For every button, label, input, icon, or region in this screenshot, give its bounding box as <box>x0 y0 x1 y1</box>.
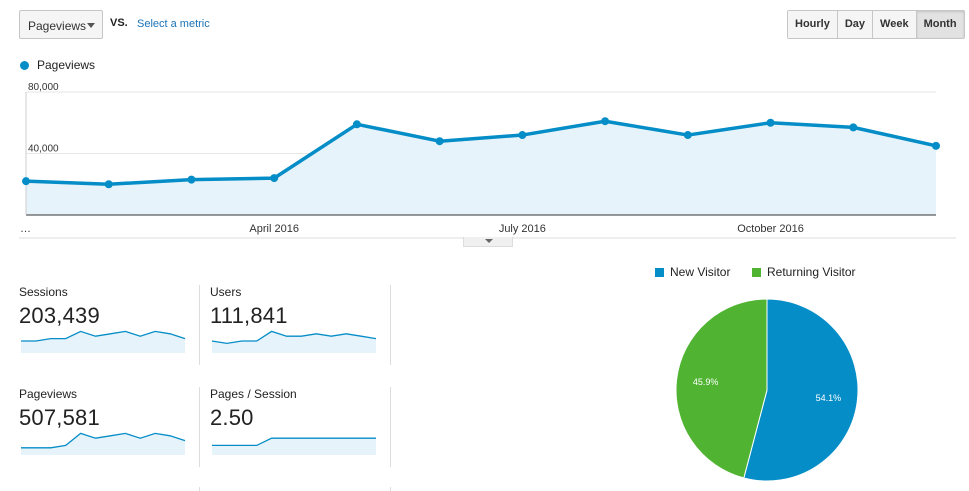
pageviews-line-chart: 80,000 40,000 … April 2016 July 2016 October … <box>19 82 956 239</box>
data-point[interactable] <box>683 131 692 140</box>
sparkline-line <box>21 330 186 342</box>
stat-pageviews: Pageviews 507,581 <box>19 387 194 457</box>
legend-dot-icon <box>20 61 29 70</box>
stat-value: 507,581 <box>19 405 100 430</box>
pie-slice[interactable] <box>743 298 859 482</box>
data-point[interactable] <box>518 131 527 140</box>
stat-name: Sessions <box>19 285 68 299</box>
primary-metric-label: Pageviews <box>28 19 87 33</box>
pageviews-sparkline <box>21 432 186 455</box>
data-point[interactable] <box>270 174 279 183</box>
stat-divider <box>199 487 200 491</box>
stat-divider <box>199 387 200 467</box>
sparkline-line <box>211 330 377 345</box>
x-tick-label: … <box>20 223 31 235</box>
data-point[interactable] <box>849 123 858 132</box>
x-tick-label: April 2016 <box>249 223 299 235</box>
period-hourly-button[interactable]: Hourly <box>788 11 838 38</box>
stat-value: 2.50 <box>210 405 254 430</box>
area-fill <box>26 121 936 215</box>
chart-legend: Pageviews <box>20 58 95 72</box>
data-point[interactable] <box>22 177 30 186</box>
x-tick-label: October 2016 <box>737 223 804 235</box>
stat-value: 203,439 <box>19 303 100 328</box>
legend-swatch-icon <box>752 268 761 277</box>
stat-divider <box>199 285 200 365</box>
legend-swatch-icon <box>655 268 664 277</box>
stat-users: Users 111,841 <box>210 285 385 355</box>
x-tick-label: July 2016 <box>499 223 546 235</box>
collapse-chart-toggle[interactable] <box>463 237 513 247</box>
y-tick-label: 80,000 <box>28 82 59 93</box>
legend-label: Returning Visitor <box>767 265 856 279</box>
sessions-sparkline <box>21 330 186 353</box>
legend-label: Pageviews <box>37 58 96 72</box>
pie-slice[interactable] <box>675 298 768 479</box>
data-point[interactable] <box>187 175 196 184</box>
pages-per-session-sparkline <box>212 437 376 455</box>
data-point[interactable] <box>352 120 361 129</box>
data-point[interactable] <box>435 137 444 146</box>
stat-name: Users <box>210 285 242 299</box>
stat-pages-per-session: Pages / Session 2.50 <box>210 387 385 457</box>
sparkline-area <box>21 433 185 455</box>
users-sparkline <box>211 330 377 353</box>
chevron-down-icon <box>87 23 95 28</box>
stat-sessions: Sessions 203,439 <box>19 285 194 355</box>
stat-name: Pageviews <box>19 387 78 401</box>
select-metric-link[interactable]: Select a metric <box>137 18 210 30</box>
series-line <box>25 119 937 186</box>
pie-slice-label: 54.1% <box>816 393 842 403</box>
stat-divider <box>390 387 391 467</box>
data-point[interactable] <box>766 118 775 127</box>
sparkline-area <box>212 438 376 455</box>
sparkline-area <box>21 331 185 353</box>
period-day-button[interactable]: Day <box>837 11 874 38</box>
sparkline-area <box>212 331 376 353</box>
pie-slice-label: 45.9% <box>693 377 719 387</box>
sparkline-line <box>212 437 376 447</box>
legend-label: New Visitor <box>670 265 731 279</box>
stat-value: 111,841 <box>210 303 288 328</box>
data-point[interactable] <box>932 141 940 150</box>
period-toggle-group: Hourly Day Week Month <box>787 10 965 39</box>
visitor-type-pie-chart: 54.1% 45.9% <box>675 298 859 482</box>
pie-legend-returning-visitor: Returning Visitor <box>752 265 856 279</box>
pie-legend-new-visitor: New Visitor <box>655 265 730 279</box>
y-tick-label: 40,000 <box>28 144 59 155</box>
primary-metric-dropdown[interactable]: Pageviews <box>19 10 103 39</box>
triangle-down-icon <box>485 239 493 243</box>
period-month-button[interactable]: Month <box>916 11 964 38</box>
data-point[interactable] <box>104 180 113 189</box>
stat-divider <box>390 487 391 491</box>
data-point[interactable] <box>601 117 610 126</box>
sparkline-line <box>21 432 186 449</box>
stat-divider <box>390 285 391 365</box>
period-week-button[interactable]: Week <box>873 11 917 38</box>
vs-label: VS. <box>110 17 128 29</box>
stat-name: Pages / Session <box>210 387 297 401</box>
